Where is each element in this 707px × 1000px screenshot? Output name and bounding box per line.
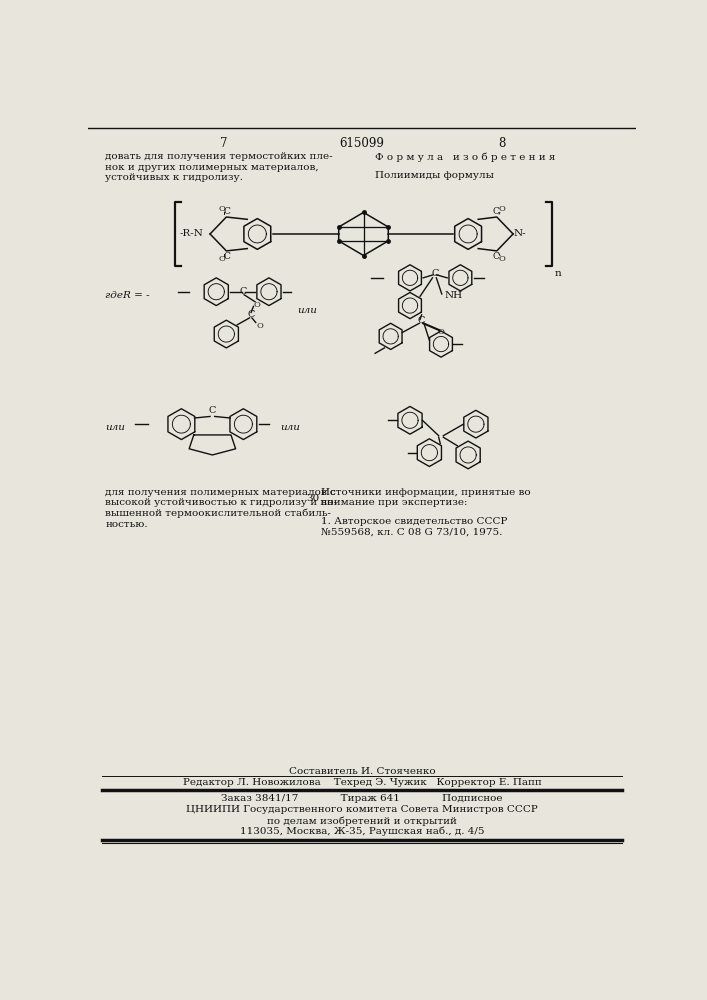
- Text: Источники информации, принятые во
внимание при экспертизе:: Источники информации, принятые во вниман…: [321, 488, 530, 507]
- Text: 7: 7: [221, 137, 228, 150]
- Text: N-: N-: [514, 229, 527, 238]
- Text: O: O: [498, 205, 506, 213]
- Text: 113035, Москва, Ж-35, Раушская наб., д. 4/5: 113035, Москва, Ж-35, Раушская наб., д. …: [240, 827, 484, 836]
- Text: для получения полимерных материалов с
высокой устойчивостью к гидролизу и по-
вы: для получения полимерных материалов с вы…: [105, 488, 337, 529]
- Text: C: C: [223, 207, 230, 216]
- Text: O: O: [498, 255, 506, 263]
- Text: гдеR = -: гдеR = -: [105, 291, 153, 300]
- Text: C: C: [493, 207, 499, 216]
- Text: или: или: [281, 424, 300, 432]
- Text: или: или: [298, 306, 317, 315]
- Text: O: O: [218, 205, 225, 213]
- Text: NH: NH: [445, 291, 463, 300]
- Text: C: C: [493, 252, 499, 261]
- Text: или: или: [105, 424, 125, 432]
- Text: C: C: [418, 316, 426, 325]
- Text: 1. Авторское свидетельство СССР
№559568, кл. С 08 G 73/10, 1975.: 1. Авторское свидетельство СССР №559568,…: [321, 517, 507, 537]
- Text: O: O: [256, 322, 263, 330]
- Text: C: C: [431, 269, 438, 278]
- Text: 615099: 615099: [339, 137, 385, 150]
- Text: по делам изобретений и открытий: по делам изобретений и открытий: [267, 816, 457, 826]
- Text: Заказ 3841/17             Тираж 641             Подписное: Заказ 3841/17 Тираж 641 Подписное: [221, 794, 503, 803]
- Text: n: n: [554, 269, 561, 278]
- Text: Ф о р м у л а   и з о б р е т е н и я: Ф о р м у л а и з о б р е т е н и я: [375, 152, 556, 162]
- Text: O: O: [218, 255, 225, 263]
- Text: C: C: [247, 310, 255, 319]
- Text: ЦНИИПИ Государственного комитета Совета Министров СССР: ЦНИИПИ Государственного комитета Совета …: [186, 805, 538, 814]
- Text: C: C: [223, 252, 230, 261]
- Text: довать для получения термостойких пле-
нок и других полимерных материалов,
устой: довать для получения термостойких пле- н…: [105, 152, 333, 182]
- Text: C: C: [240, 287, 247, 296]
- Text: O: O: [254, 301, 261, 309]
- Text: Редактор Л. Новожилова    Техред Э. Чужик   Корректор Е. Папп: Редактор Л. Новожилова Техред Э. Чужик К…: [182, 778, 542, 787]
- Text: O: O: [438, 328, 445, 336]
- Text: C: C: [209, 406, 216, 415]
- Text: 30: 30: [307, 494, 320, 503]
- Text: -R-N: -R-N: [180, 229, 204, 238]
- Text: Составитель И. Стояченко: Составитель И. Стояченко: [288, 767, 436, 776]
- Text: 8: 8: [498, 137, 505, 150]
- Text: Полиимиды формулы: Полиимиды формулы: [375, 171, 494, 180]
